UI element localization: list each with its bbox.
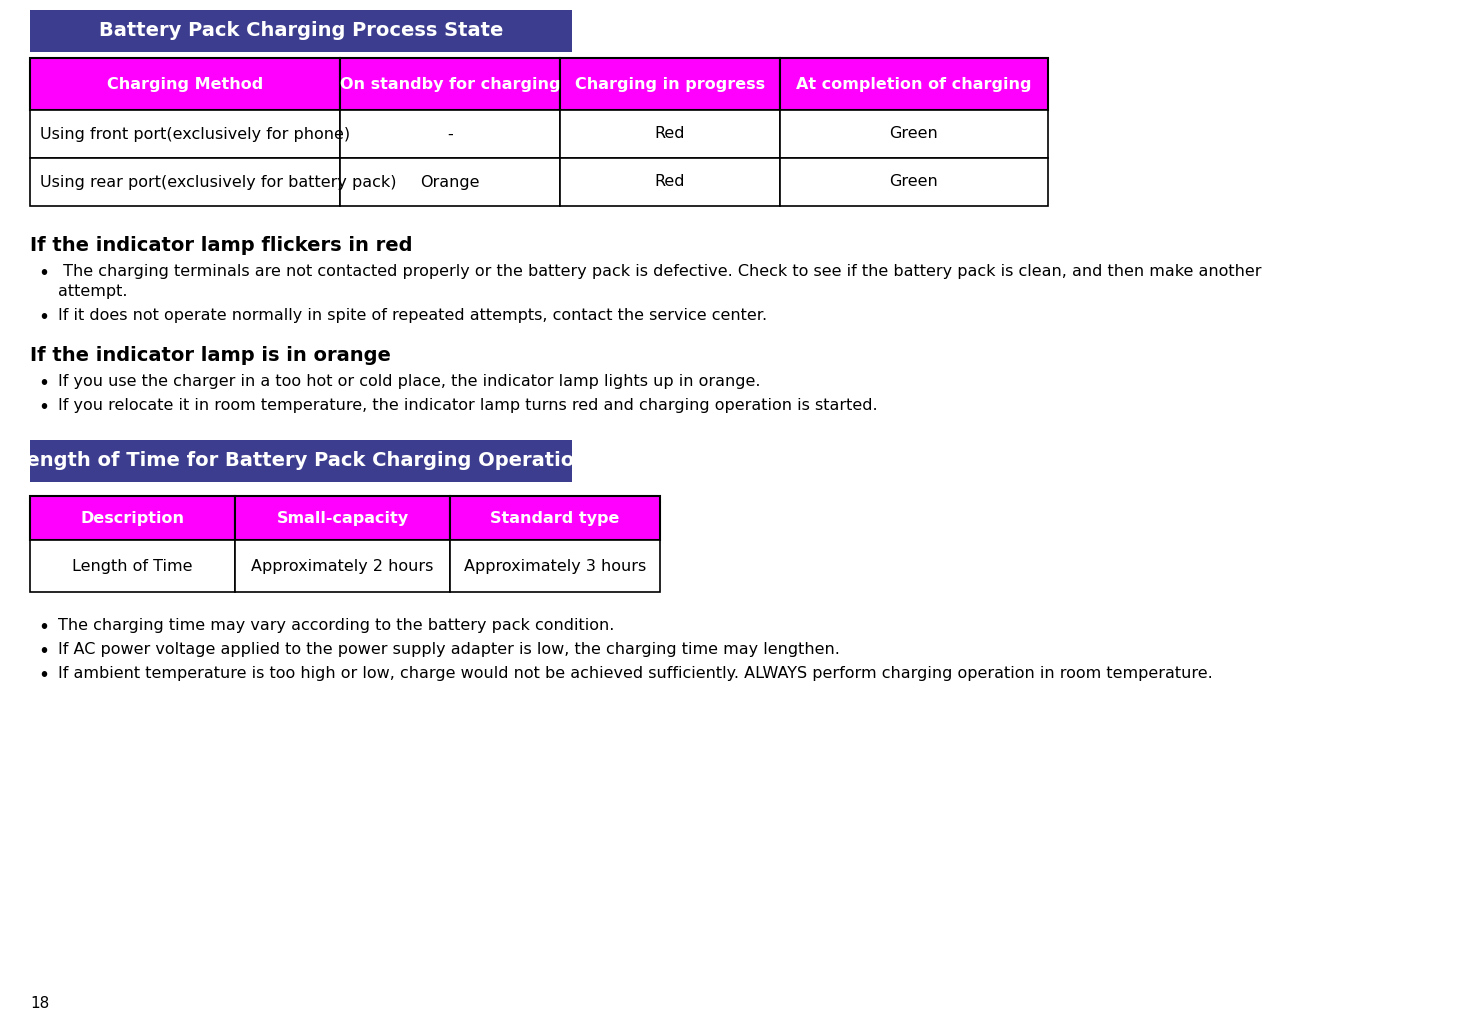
Text: If ambient temperature is too high or low, charge would not be achieved sufficie: If ambient temperature is too high or lo… [59,666,1213,681]
Bar [780,58,1047,110]
Text: Red: Red [654,175,685,189]
Bar [450,496,660,540]
Bar [235,496,450,540]
Text: •: • [38,264,48,283]
Text: •: • [38,666,48,685]
Bar [29,110,340,158]
Text: If the indicator lamp is in orange: If the indicator lamp is in orange [29,346,390,365]
Text: If you use the charger in a too hot or cold place, the indicator lamp lights up : If you use the charger in a too hot or c… [59,374,760,389]
Text: 18: 18 [29,996,50,1011]
Text: Charging in progress: Charging in progress [575,77,766,92]
Text: •: • [38,618,48,637]
Text: attempt.: attempt. [59,284,128,299]
Text: Length of Time: Length of Time [72,558,192,573]
Text: If AC power voltage applied to the power supply adapter is low, the charging tim: If AC power voltage applied to the power… [59,642,841,657]
Text: -: - [447,126,453,142]
Text: Standard type: Standard type [490,511,619,526]
Text: If it does not operate normally in spite of repeated attempts, contact the servi: If it does not operate normally in spite… [59,308,767,323]
Bar [560,110,780,158]
Text: Small-capacity: Small-capacity [276,511,409,526]
Bar [560,158,780,206]
Bar [29,440,572,482]
Bar [29,10,572,52]
Bar [450,540,660,592]
Text: Orange: Orange [420,175,480,189]
Text: If you relocate it in room temperature, the indicator lamp turns red and chargin: If you relocate it in room temperature, … [59,398,877,413]
Bar [29,58,340,110]
Text: Approximately 2 hours: Approximately 2 hours [251,558,434,573]
Text: Green: Green [889,175,939,189]
Text: Red: Red [654,126,685,142]
Text: •: • [38,398,48,417]
Text: If the indicator lamp flickers in red: If the indicator lamp flickers in red [29,236,412,255]
Text: At completion of charging: At completion of charging [797,77,1031,92]
Bar [340,110,560,158]
Text: Using rear port(exclusively for battery pack): Using rear port(exclusively for battery … [40,175,396,189]
Bar [235,540,450,592]
Bar [780,158,1047,206]
Text: •: • [38,308,48,327]
Bar [560,58,780,110]
Text: The charging time may vary according to the battery pack condition.: The charging time may vary according to … [59,618,615,633]
Bar [29,158,340,206]
Text: Length of Time for Battery Pack Charging Operation: Length of Time for Battery Pack Charging… [15,452,588,470]
Text: Using front port(exclusively for phone): Using front port(exclusively for phone) [40,126,351,142]
Bar [29,540,235,592]
Text: The charging terminals are not contacted properly or the battery pack is defecti: The charging terminals are not contacted… [59,264,1262,279]
Text: Green: Green [889,126,939,142]
Bar [29,496,235,540]
Text: Battery Pack Charging Process State: Battery Pack Charging Process State [98,21,503,40]
Bar [340,158,560,206]
Text: •: • [38,374,48,393]
Bar [780,110,1047,158]
Text: Description: Description [81,511,185,526]
Text: •: • [38,642,48,661]
Text: Charging Method: Charging Method [107,77,263,92]
Bar [340,58,560,110]
Text: On standby for charging: On standby for charging [340,77,560,92]
Text: Approximately 3 hours: Approximately 3 hours [464,558,645,573]
